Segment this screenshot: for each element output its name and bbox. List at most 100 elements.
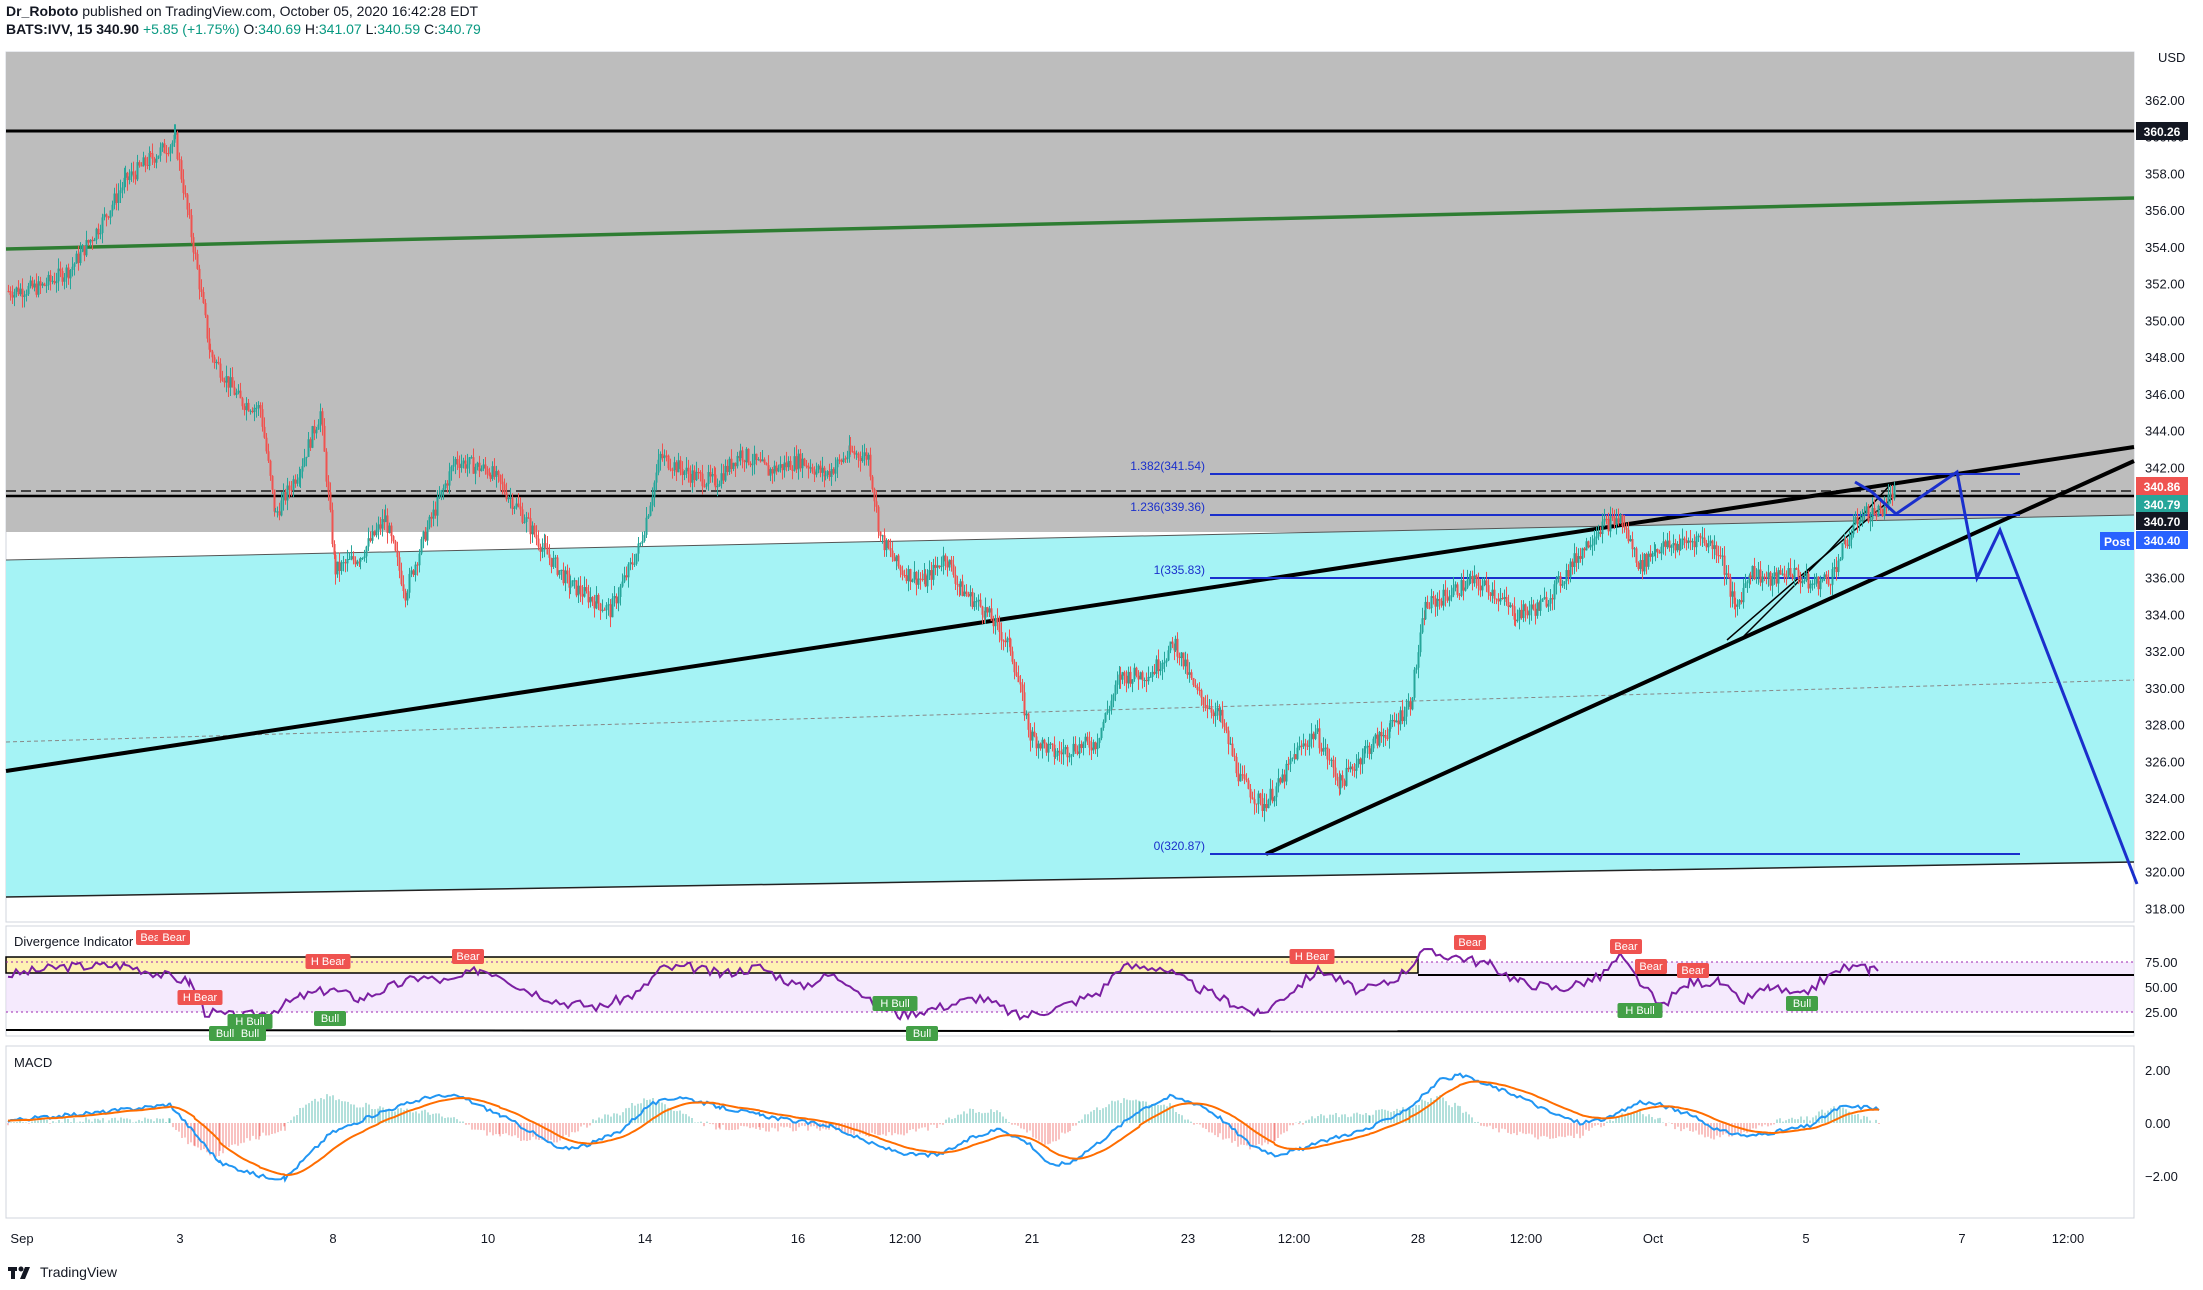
candle-body — [541, 547, 544, 552]
candle-body — [1098, 738, 1101, 743]
candle-body — [1171, 641, 1174, 644]
candle-body — [805, 465, 808, 467]
published-text: published on TradingView.com, October 05… — [82, 3, 479, 19]
candle-body — [221, 377, 224, 381]
bear-tag: Bear — [456, 951, 480, 963]
macd-histogram — [7, 1094, 1880, 1157]
candle-body — [1514, 619, 1517, 622]
channel-lower-line — [5, 861, 2135, 898]
candle-body — [651, 496, 654, 506]
candle-body — [1133, 667, 1136, 680]
candle-body — [1257, 793, 1260, 805]
candle-body — [730, 458, 733, 470]
candle-body — [895, 555, 898, 562]
publish-info: Dr_Roboto published on TradingView.com, … — [6, 3, 478, 19]
candle-body — [1819, 580, 1822, 590]
candle-body — [1553, 584, 1556, 600]
open-label: O: — [243, 21, 259, 37]
candle-body — [354, 560, 357, 565]
price-tag: 360.26 — [2144, 125, 2181, 139]
candle-body — [305, 456, 308, 459]
candle-body — [979, 599, 982, 607]
candle-body — [1458, 594, 1461, 596]
candle-body — [1002, 640, 1005, 642]
candle-body — [1397, 720, 1400, 725]
candle-body — [1875, 515, 1878, 517]
candle-body — [1219, 709, 1222, 716]
bull-tag-bg — [227, 1014, 273, 1029]
candle-body — [1825, 574, 1828, 579]
candle-body — [123, 177, 126, 188]
candle-body — [749, 463, 752, 466]
candle-body — [921, 579, 924, 581]
candle-body — [219, 363, 222, 378]
candle-body — [1243, 774, 1246, 779]
candle-body — [645, 517, 648, 535]
time-axis-tick: 12:00 — [1510, 1231, 1543, 1246]
candle-body — [942, 555, 945, 567]
candle-body — [1210, 707, 1213, 713]
currency-label[interactable]: USD — [2158, 50, 2185, 65]
candle-body — [1198, 689, 1201, 691]
candle-body — [489, 474, 492, 479]
candle-body — [840, 460, 843, 463]
candle-body — [406, 592, 409, 601]
symbol-label[interactable]: BATS:IVV, 15 — [6, 21, 93, 37]
candle-body — [817, 465, 820, 470]
candle-body — [229, 377, 232, 388]
macd-title[interactable]: MACD — [14, 1055, 52, 1070]
candle-body — [97, 228, 100, 235]
macd-pane[interactable] — [5, 1045, 2135, 1219]
candle-body — [1746, 581, 1749, 584]
candle-body — [1363, 748, 1366, 758]
candle-body — [568, 574, 571, 588]
candle-body — [1316, 728, 1319, 732]
candle-body — [1426, 601, 1429, 608]
candle-body — [1858, 521, 1861, 525]
time-axis[interactable]: Sep 3 8 10 14 16 12:00 21 23 12:00 28 12:00 Oct 5 7 12:… — [10, 1231, 2084, 1246]
price-axis-tick: 350.00 — [2145, 313, 2185, 328]
candle-body — [1835, 567, 1838, 573]
candle-body — [361, 557, 364, 559]
candle-body — [787, 460, 790, 468]
candle-body — [954, 574, 957, 584]
candle-body — [1320, 748, 1323, 752]
candle-body — [751, 464, 754, 466]
candle-body — [513, 507, 516, 509]
divergence-axis-tick: 50.00 — [2145, 980, 2178, 995]
candle-body — [1569, 561, 1572, 577]
candle-body — [1691, 541, 1694, 543]
divergence-title[interactable]: Divergence Indicator — [14, 934, 134, 949]
candle-body — [1456, 584, 1459, 595]
author-name[interactable]: Dr_Roboto — [6, 3, 79, 19]
candle-body — [859, 457, 862, 462]
candle-body — [1668, 540, 1671, 548]
candle-body — [1147, 676, 1150, 682]
candle-body — [148, 152, 151, 166]
candle-body — [253, 407, 256, 413]
price-tag-bg — [2136, 531, 2188, 549]
candle-body — [57, 268, 60, 282]
candle-body — [1409, 701, 1412, 710]
candle-body — [1481, 585, 1484, 591]
candle-body — [311, 426, 314, 448]
candle-body — [771, 469, 774, 474]
candle-body — [1767, 572, 1770, 579]
macd-axis-tick: −2.00 — [2145, 1169, 2178, 1184]
divergence-axis-tick: 75.00 — [2145, 955, 2178, 970]
candle-body — [1334, 767, 1337, 777]
candle-body — [1442, 589, 1445, 606]
candle-body — [223, 380, 226, 383]
candle-body — [1444, 589, 1447, 596]
footer[interactable]: TradingView — [8, 1264, 117, 1280]
candle-body — [577, 585, 580, 596]
macd-axis-tick: 0.00 — [2145, 1116, 2170, 1131]
candle-body — [493, 466, 496, 477]
candle-body — [119, 190, 122, 194]
candle-body — [486, 468, 489, 475]
candle-body — [930, 570, 933, 580]
candle-body — [663, 455, 666, 459]
candle-body — [779, 464, 782, 468]
candle-body — [292, 479, 295, 491]
